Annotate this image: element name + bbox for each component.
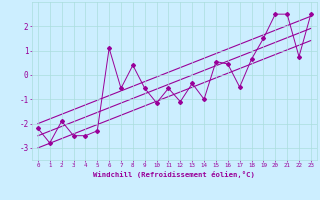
X-axis label: Windchill (Refroidissement éolien,°C): Windchill (Refroidissement éolien,°C) — [93, 171, 255, 178]
